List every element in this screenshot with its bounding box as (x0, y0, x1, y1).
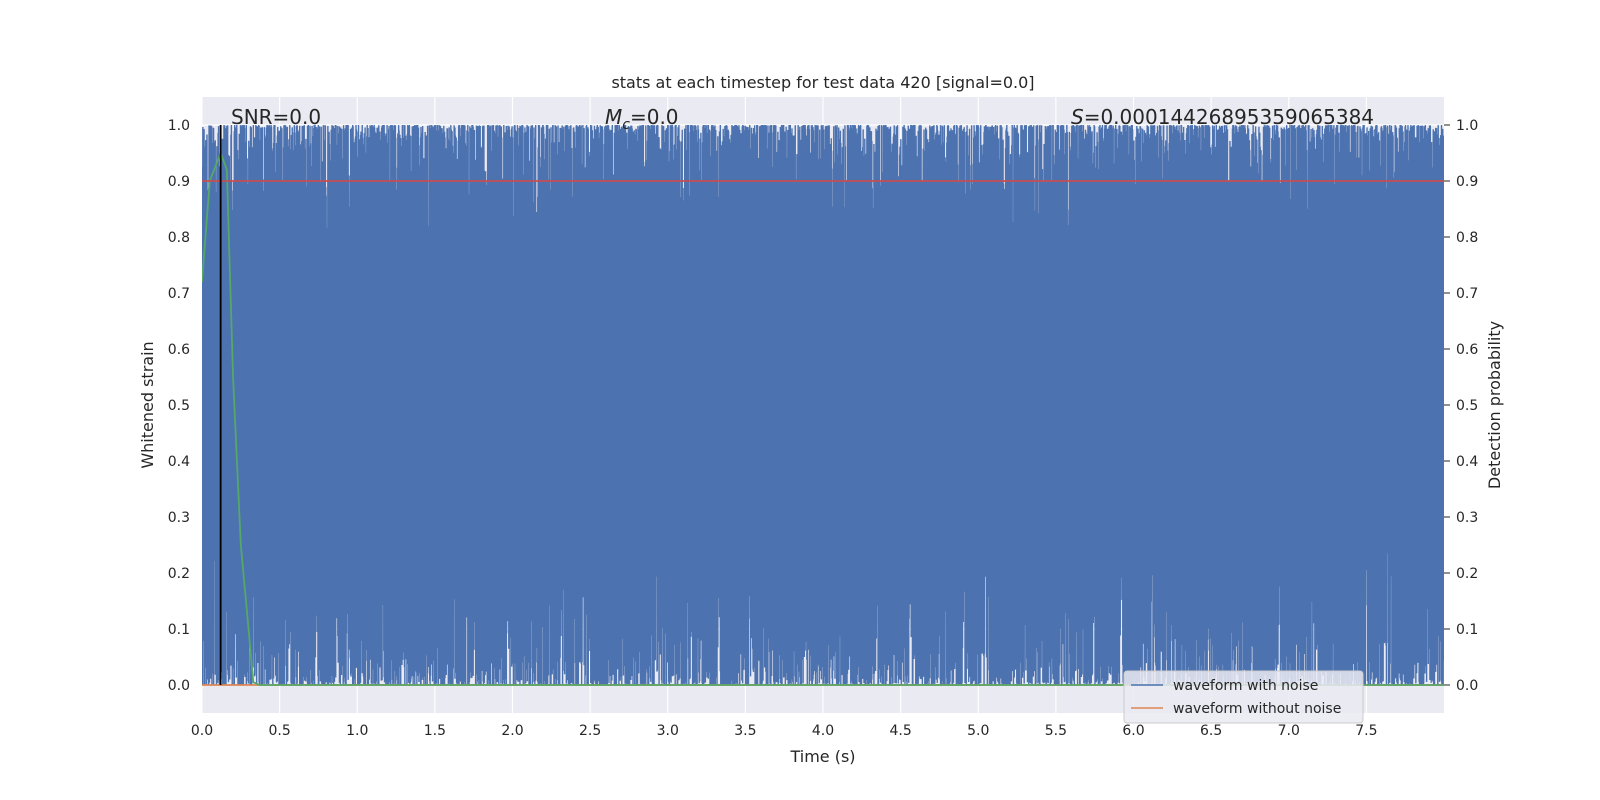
legend: waveform with noise waveform without noi… (1123, 670, 1364, 724)
x-tick-label: 4.0 (812, 723, 834, 739)
legend-box (1123, 670, 1364, 724)
y-tick-label-right: 0.3 (1456, 510, 1478, 526)
mc-subscript: c (622, 117, 630, 133)
x-axis-label: Time (s) (789, 747, 855, 766)
x-tick-label: 1.0 (346, 723, 368, 739)
chart-title: stats at each timestep for test data 420… (611, 73, 1034, 92)
y-tick-label-right: 0.1 (1456, 622, 1478, 638)
y-tick-label-left: 0.3 (168, 510, 190, 526)
y-tick-label-right: 0.5 (1456, 398, 1478, 414)
mc-symbol: M (605, 105, 622, 129)
legend-label-clean: waveform without noise (1173, 701, 1341, 717)
s-annotation: S=0.00014426895359065384 (1071, 105, 1374, 129)
snr-annotation: SNR=0.0 (231, 105, 321, 129)
x-tick-label: 4.5 (889, 723, 911, 739)
y-tick-label-left: 0.7 (168, 286, 190, 302)
x-tick-label: 1.5 (424, 723, 446, 739)
y-tick-label-right: 0.4 (1456, 454, 1478, 470)
x-tick-label: 6.5 (1200, 723, 1222, 739)
x-tick-label: 3.0 (657, 723, 679, 739)
x-tick-label: 6.0 (1122, 723, 1144, 739)
noise-series-group (202, 124, 1444, 686)
x-tick-label: 0.0 (191, 723, 213, 739)
y-tick-label-right: 0.7 (1456, 286, 1478, 302)
y-tick-label-left: 0.1 (168, 622, 190, 638)
s-value: =0.00014426895359065384 (1084, 105, 1374, 129)
y-tick-label-right: 0.6 (1456, 342, 1478, 358)
y-tick-label-right: 0.2 (1456, 566, 1478, 582)
x-tick-label: 0.5 (268, 723, 290, 739)
y-tick-label-right: 1.0 (1456, 118, 1478, 134)
y-axis-label-left: Whitened strain (138, 341, 157, 468)
y-tick-label-left: 0.0 (168, 678, 190, 694)
series-waveform-with-noise (202, 124, 1444, 686)
y-tick-label-right: 0.8 (1456, 230, 1478, 246)
mc-value: =0.0 (630, 105, 679, 129)
legend-label-noise: waveform with noise (1173, 678, 1318, 694)
y-axis-label-right: Detection probability (1485, 321, 1504, 489)
x-tick-label: 7.0 (1278, 723, 1300, 739)
x-tick-label: 2.5 (579, 723, 601, 739)
x-tick-label: 7.5 (1355, 723, 1377, 739)
s-symbol: S (1071, 105, 1084, 129)
tick-labels: 0.0 0.5 1.0 1.5 2.0 2.5 3.0 3.5 4.0 4.5 5.0 5.5 6.0 6… (168, 118, 1479, 739)
y-tick-label-left: 1.0 (168, 118, 190, 134)
series-line-2 (202, 150, 1444, 686)
y-tick-label-left: 0.4 (168, 454, 190, 470)
mc-annotation: Mc=0.0 (605, 105, 679, 133)
y-tick-label-left: 0.8 (168, 230, 190, 246)
y-tick-label-left: 0.6 (168, 342, 190, 358)
y-tick-label-right: 0.0 (1456, 678, 1478, 694)
y-tick-label-right: 0.9 (1456, 174, 1478, 190)
x-tick-label: 5.5 (1045, 723, 1067, 739)
x-tick-label: 3.5 (734, 723, 756, 739)
x-tick-label: 2.0 (501, 723, 523, 739)
y-tick-label-left: 0.2 (168, 566, 190, 582)
y-tick-label-left: 0.5 (168, 398, 190, 414)
y-tick-label-left: 0.9 (168, 174, 190, 190)
x-tick-label: 5.0 (967, 723, 989, 739)
